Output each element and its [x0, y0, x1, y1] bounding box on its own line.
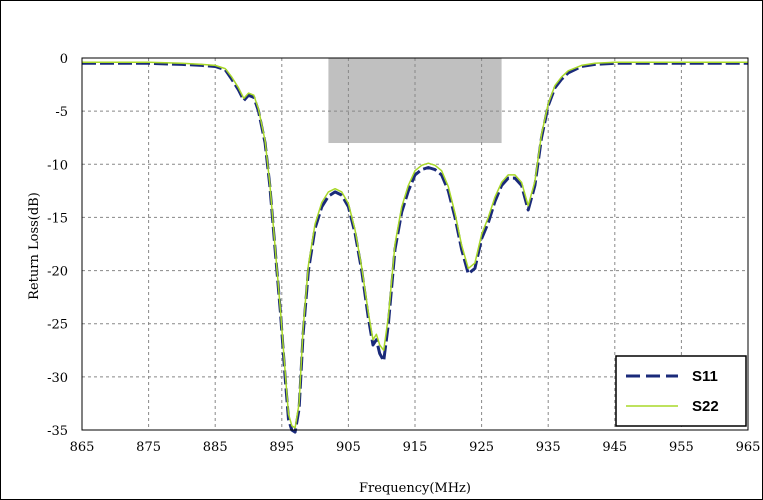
- y-tick-label: -25: [47, 318, 68, 333]
- legend-label-s11: S11: [692, 368, 718, 385]
- axis-layer: [81, 57, 749, 431]
- x-tick-label: 875: [136, 440, 161, 455]
- y-tick-label: -30: [47, 371, 68, 386]
- x-tick-label: 955: [669, 440, 694, 455]
- x-tick-label: 965: [736, 440, 761, 455]
- y-tick-label: 0: [60, 52, 68, 67]
- legend-label-s22: S22: [692, 398, 719, 415]
- tick-label-layer: 865 875 885 895 905 915 925 935 945 955 965 0 -5 -10 -…: [47, 52, 760, 455]
- y-tick-label: -35: [47, 424, 68, 439]
- plot-border: [81, 57, 749, 431]
- series-line-s22: [82, 61, 748, 429]
- y-axis-label: Return Loss(dB): [27, 192, 42, 300]
- y-tick-label: -10: [47, 158, 68, 173]
- y-tick-label: -15: [47, 211, 68, 226]
- x-tick-label: 935: [536, 440, 561, 455]
- legend: S11 S22: [615, 355, 747, 427]
- legend-box: [615, 355, 747, 427]
- x-tick-label: 905: [336, 440, 361, 455]
- grid-layer: [82, 58, 748, 430]
- x-tick-label: 885: [203, 440, 228, 455]
- x-tick-label: 865: [70, 440, 95, 455]
- y-tick-label: -20: [47, 265, 68, 280]
- x-tick-label: 895: [269, 440, 294, 455]
- x-tick-label: 925: [469, 440, 494, 455]
- x-axis-label: Frequency(MHz): [359, 481, 471, 496]
- x-tick-label: 915: [403, 440, 428, 455]
- y-tick-label: -5: [55, 105, 68, 120]
- series-layer: [82, 61, 748, 434]
- x-tick-label: 945: [602, 440, 627, 455]
